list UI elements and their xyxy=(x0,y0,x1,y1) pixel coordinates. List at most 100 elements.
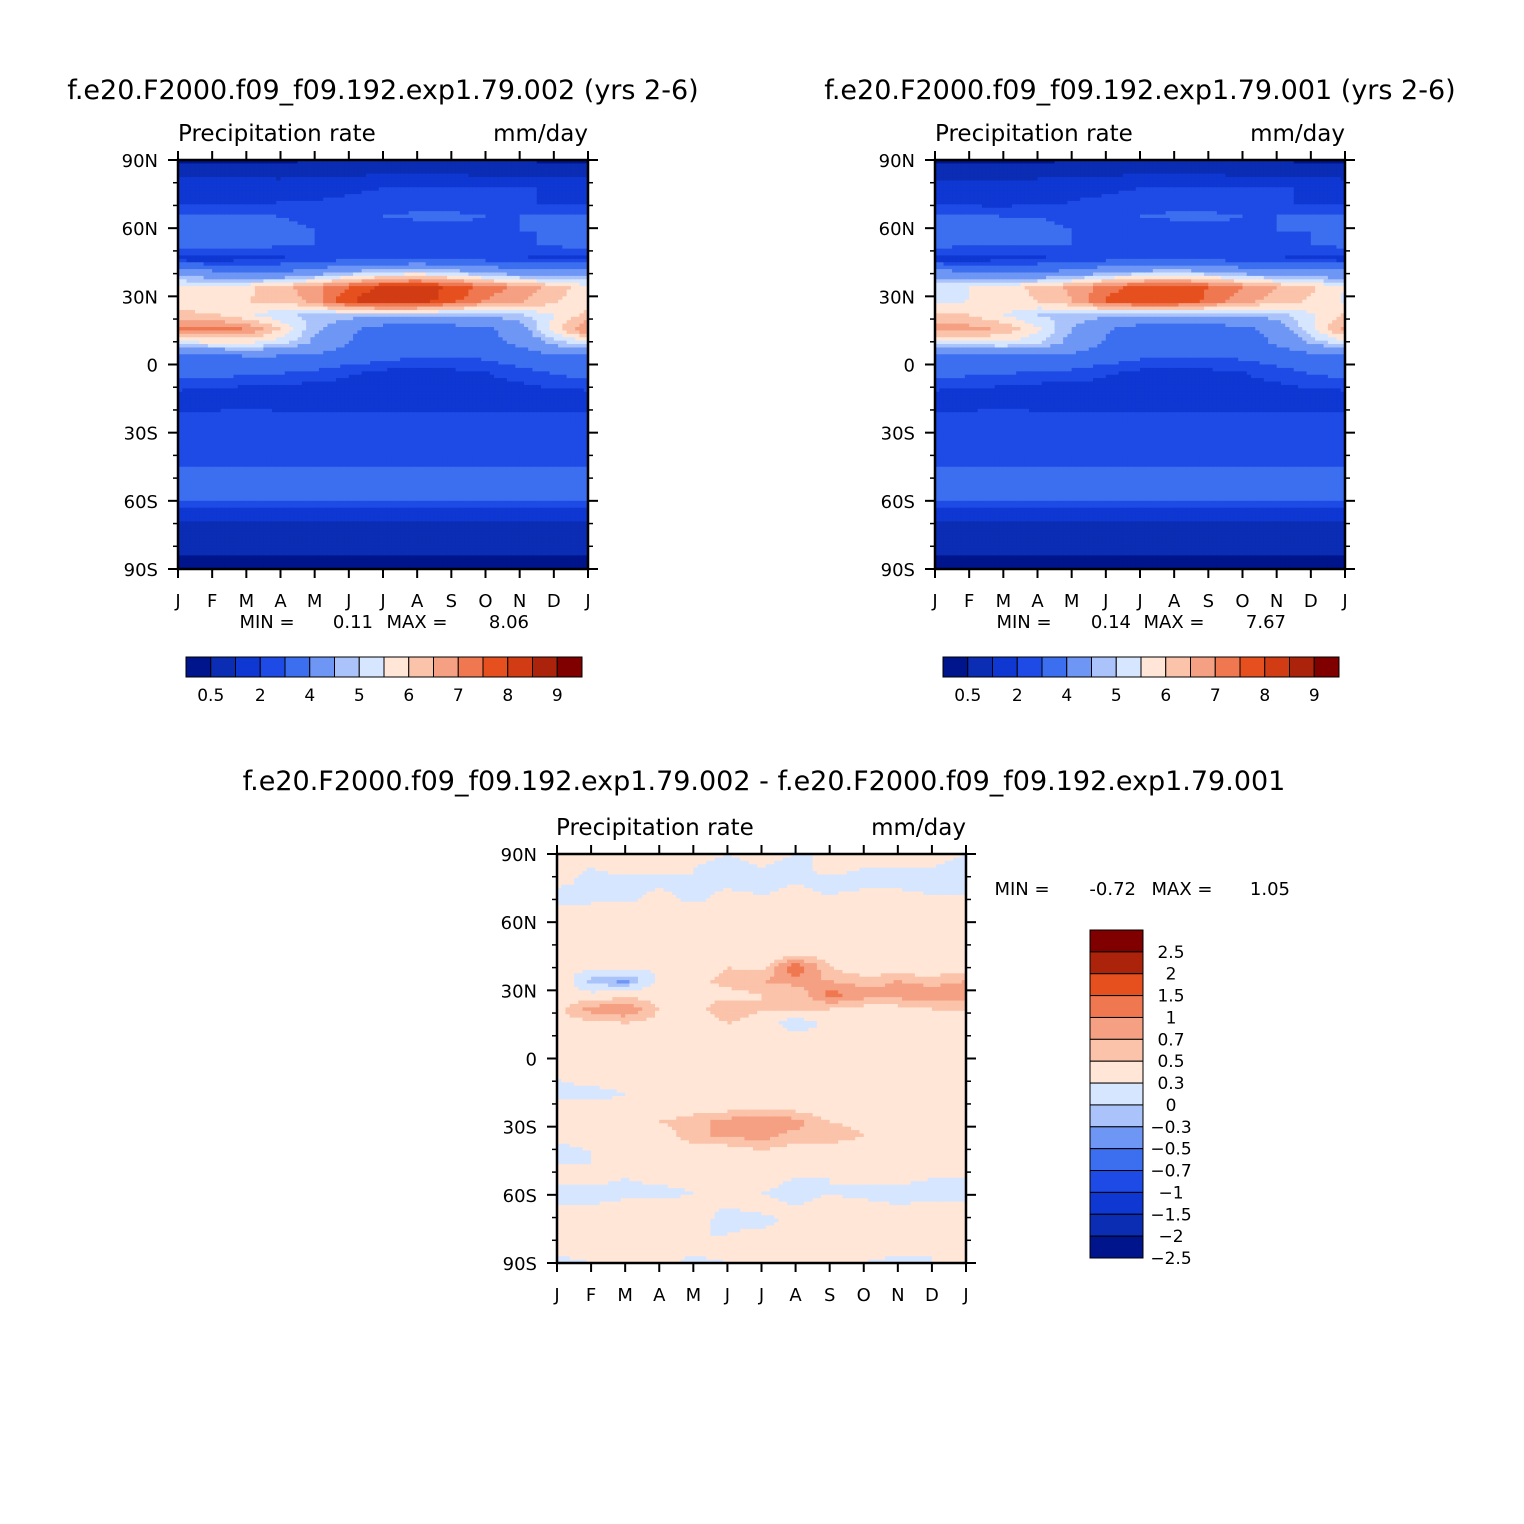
heatmap-cell xyxy=(221,463,226,467)
heatmap-cell xyxy=(251,225,256,229)
heatmap-cell xyxy=(191,429,196,433)
heatmap-cell xyxy=(349,163,354,167)
heatmap-cell xyxy=(340,439,345,443)
heatmap-cell xyxy=(208,215,213,219)
heatmap-cell xyxy=(187,399,192,403)
heatmap-cell xyxy=(349,204,354,208)
heatmap-cell xyxy=(216,382,221,386)
heatmap-cell xyxy=(195,514,200,518)
heatmap-cell xyxy=(306,559,311,563)
heatmap-cell xyxy=(251,354,256,358)
heatmap-cell xyxy=(199,429,204,433)
heatmap-cell xyxy=(263,187,268,191)
heatmap-cell xyxy=(298,467,303,471)
heatmap-cell xyxy=(285,514,290,518)
heatmap-cell xyxy=(234,450,239,454)
heatmap-cell xyxy=(234,293,239,297)
heatmap-cell xyxy=(276,388,281,392)
heatmap-cell xyxy=(272,344,277,348)
heatmap-cell xyxy=(319,501,324,505)
heatmap-cell xyxy=(229,320,234,324)
heatmap-cell xyxy=(285,446,290,450)
heatmap-cell xyxy=(289,180,294,184)
heatmap-cell xyxy=(199,525,204,529)
heatmap-cell xyxy=(212,528,217,532)
heatmap-cell xyxy=(234,480,239,484)
heatmap-cell xyxy=(238,460,243,464)
heatmap-cell xyxy=(221,208,226,212)
heatmap-cell xyxy=(191,426,196,430)
heatmap-cell xyxy=(276,174,281,178)
heatmap-cell xyxy=(349,549,354,553)
heatmap-cell xyxy=(259,255,264,259)
heatmap-cell xyxy=(204,504,209,508)
heatmap-cell xyxy=(315,269,320,273)
heatmap-cell xyxy=(187,542,192,546)
heatmap-cell xyxy=(332,457,337,461)
heatmap-cell xyxy=(298,174,303,178)
heatmap-cell xyxy=(336,402,341,406)
heatmap-cell xyxy=(281,303,286,307)
heatmap-cell xyxy=(336,467,341,471)
heatmap-cell xyxy=(272,470,277,474)
heatmap-cell xyxy=(345,467,350,471)
heatmap-cell xyxy=(345,252,350,256)
heatmap-cell xyxy=(340,450,345,454)
heatmap-cell xyxy=(234,218,239,222)
heatmap-cell xyxy=(238,215,243,219)
heatmap-cell xyxy=(298,460,303,464)
heatmap-cell xyxy=(251,232,256,236)
heatmap-cell xyxy=(255,266,260,270)
heatmap-cell xyxy=(327,409,332,413)
heatmap-cell xyxy=(302,235,307,239)
heatmap-cell xyxy=(302,324,307,328)
heatmap-cell xyxy=(199,279,204,283)
heatmap-cell xyxy=(302,327,307,331)
heatmap-cell xyxy=(216,334,221,338)
heatmap-cell xyxy=(242,215,247,219)
heatmap-cell xyxy=(298,371,303,375)
heatmap-cell xyxy=(255,368,260,372)
heatmap-cell xyxy=(289,174,294,178)
heatmap-cell xyxy=(281,542,286,546)
heatmap-cell xyxy=(195,460,200,464)
heatmap-cell xyxy=(272,388,277,392)
heatmap-cell xyxy=(345,491,350,495)
heatmap-cell xyxy=(285,174,290,178)
heatmap-cell xyxy=(234,296,239,300)
heatmap-cell xyxy=(353,238,358,242)
heatmap-cell xyxy=(306,334,311,338)
heatmap-cell xyxy=(332,385,337,389)
heatmap-cell xyxy=(208,514,213,518)
heatmap-cell xyxy=(345,259,350,263)
heatmap-cell xyxy=(353,378,358,382)
heatmap-cell xyxy=(285,225,290,229)
heatmap-cell xyxy=(276,395,281,399)
heatmap-cell xyxy=(302,225,307,229)
heatmap-cell xyxy=(216,303,221,307)
heatmap-cell xyxy=(327,457,332,461)
heatmap-cell xyxy=(208,525,213,529)
heatmap-cell xyxy=(216,552,221,556)
heatmap-cell xyxy=(323,245,328,249)
heatmap-cell xyxy=(310,368,315,372)
heatmap-cell xyxy=(187,279,192,283)
heatmap-cell xyxy=(306,562,311,566)
heatmap-cell xyxy=(259,388,264,392)
heatmap-cell xyxy=(349,293,354,297)
heatmap-cell xyxy=(255,324,260,328)
heatmap-cell xyxy=(187,371,192,375)
heatmap-cell xyxy=(212,436,217,440)
heatmap-cell xyxy=(353,266,358,270)
heatmap-cell xyxy=(259,457,264,461)
heatmap-cell xyxy=(225,262,230,266)
heatmap-cell xyxy=(310,378,315,382)
heatmap-cell xyxy=(281,494,286,498)
heatmap-cell xyxy=(272,443,277,447)
heatmap-cell xyxy=(319,446,324,450)
heatmap-cell xyxy=(345,324,350,328)
heatmap-cell xyxy=(319,354,324,358)
heatmap-cell xyxy=(259,382,264,386)
heatmap-cell xyxy=(349,170,354,174)
heatmap-cell xyxy=(276,337,281,341)
